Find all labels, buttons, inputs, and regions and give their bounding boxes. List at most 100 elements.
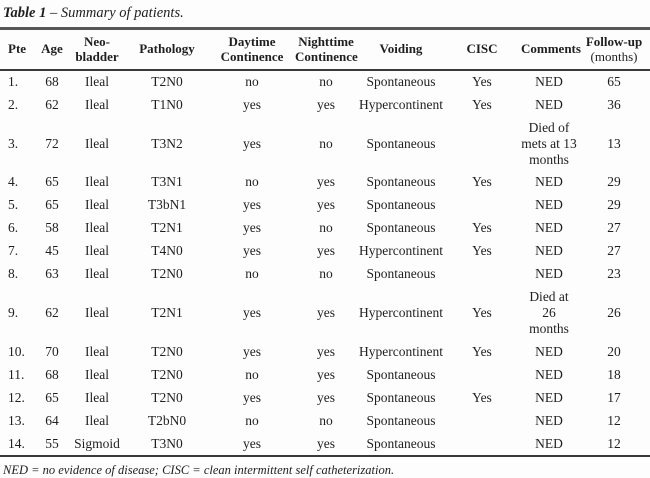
cell-nighttime: yes xyxy=(317,389,335,405)
column-header-cisc: CISC xyxy=(444,30,520,71)
table-row: 3. 72 Ileal T3N2 yes no Spontaneous Died of met… xyxy=(0,117,650,172)
cell-daytime: no xyxy=(245,412,259,428)
table-row: 11. 68 Ileal T2N0 no yes Spontaneous NED 18 xyxy=(0,364,650,387)
column-header-daytime: Daytime Continence xyxy=(210,30,294,71)
cell-voiding: Spontaneous xyxy=(366,73,436,89)
cell-cisc xyxy=(444,364,520,387)
cell-followup: 20 xyxy=(607,343,621,359)
cell-nighttime: yes xyxy=(317,343,335,359)
cell-age: 58 xyxy=(45,220,59,236)
cell-followup: 26 xyxy=(607,305,621,321)
cell-pathology: T4N0 xyxy=(151,243,183,259)
cell-pte: 2. xyxy=(8,96,19,112)
column-header-cisc-label: CISC xyxy=(466,41,498,57)
cell-daytime: yes xyxy=(243,96,261,112)
cell-pte: 11. xyxy=(8,366,25,382)
cell-neobladder: Ileal xyxy=(85,266,109,282)
cell-pathology: T2N0 xyxy=(151,266,183,282)
cell-pathology: T3N0 xyxy=(151,435,183,451)
table-row: 9. 62 Ileal T2N1 yes yes Hypercontinent Yes Died… xyxy=(0,286,650,341)
table-body: 1. 68 Ileal T2N0 no no Spontaneous Yes NED 65 2. 62… xyxy=(0,70,650,457)
cell-nighttime: no xyxy=(319,73,333,89)
cell-voiding: Spontaneous xyxy=(366,135,436,151)
column-header-voiding-label: Voiding xyxy=(379,41,423,57)
cell-nighttime: yes xyxy=(317,96,335,112)
cell-daytime: yes xyxy=(243,389,261,405)
column-header-followup: Follow-up (months) xyxy=(578,30,650,71)
cell-voiding: Spontaneous xyxy=(366,197,436,213)
cell-age: 68 xyxy=(45,366,59,382)
column-header-age-label: Age xyxy=(41,41,63,57)
column-header-voiding: Voiding xyxy=(358,30,444,71)
cell-voiding: Hypercontinent xyxy=(359,96,443,112)
cell-age: 68 xyxy=(45,73,59,89)
cell-pathology: T3bN1 xyxy=(147,197,187,213)
cell-nighttime: yes xyxy=(317,366,335,382)
cell-neobladder: Ileal xyxy=(85,197,109,213)
cell-daytime: yes xyxy=(243,243,261,259)
cell-pathology: T2N1 xyxy=(151,305,183,321)
cell-voiding: Hypercontinent xyxy=(359,305,443,321)
cell-comments: NED xyxy=(535,412,563,428)
cell-age: 65 xyxy=(45,197,59,213)
title-rule xyxy=(0,27,650,30)
column-header-daytime-label: Daytime Continence xyxy=(220,34,284,64)
cell-age: 64 xyxy=(45,412,59,428)
cell-age: 62 xyxy=(45,305,59,321)
cell-age: 45 xyxy=(45,243,59,259)
cell-comments: NED xyxy=(535,96,563,112)
cell-pathology: T2bN0 xyxy=(147,412,187,428)
cell-followup: 27 xyxy=(607,220,621,236)
cell-comments: NED xyxy=(535,220,563,236)
cell-age: 55 xyxy=(45,435,59,451)
cell-pathology: T2N0 xyxy=(151,366,183,382)
cell-pathology: T3N1 xyxy=(151,174,183,190)
cell-voiding: Spontaneous xyxy=(366,366,436,382)
cell-daytime: yes xyxy=(243,305,261,321)
cell-comments: NED xyxy=(535,73,563,89)
column-header-neobladder: Neo- bladder xyxy=(70,30,124,71)
cell-neobladder: Ileal xyxy=(85,343,109,359)
cell-comments: Died of mets at 13 months xyxy=(521,119,577,167)
cell-voiding: Spontaneous xyxy=(366,220,436,236)
cell-cisc: Yes xyxy=(472,220,492,236)
table-row: 2. 62 Ileal T1N0 yes yes Hypercontinent Yes NED 3… xyxy=(0,94,650,117)
cell-comments: NED xyxy=(535,174,563,190)
cell-daytime: yes xyxy=(243,435,261,451)
table-row: 10. 70 Ileal T2N0 yes yes Hypercontinent Yes NED… xyxy=(0,341,650,364)
cell-nighttime: yes xyxy=(317,243,335,259)
cell-nighttime: no xyxy=(319,266,333,282)
footnote: NED = no evidence of disease; CISC = cle… xyxy=(3,463,395,478)
cell-neobladder: Ileal xyxy=(85,220,109,236)
cell-voiding: Hypercontinent xyxy=(359,343,443,359)
cell-age: 63 xyxy=(45,266,59,282)
cell-pte: 7. xyxy=(8,243,19,259)
column-header-nighttime-label: Nighttime Continence xyxy=(295,34,358,64)
cell-cisc: Yes xyxy=(472,96,492,112)
cell-nighttime: no xyxy=(319,135,333,151)
cell-pathology: T2N0 xyxy=(151,389,183,405)
cell-age: 70 xyxy=(45,343,59,359)
table-row: 7. 45 Ileal T4N0 yes yes Hypercontinent Yes NED 2… xyxy=(0,240,650,263)
cell-cisc: Yes xyxy=(472,174,492,190)
cell-followup: 36 xyxy=(607,96,621,112)
table-row: 12. 65 Ileal T2N0 yes yes Spontaneous Yes NED 17 xyxy=(0,387,650,410)
cell-pte: 8. xyxy=(8,266,19,282)
cell-pte: 3. xyxy=(8,135,19,151)
cell-cisc: Yes xyxy=(472,343,492,359)
cell-pte: 12. xyxy=(8,389,25,405)
cell-voiding: Spontaneous xyxy=(366,412,436,428)
cell-cisc: Yes xyxy=(472,389,492,405)
cell-neobladder: Ileal xyxy=(85,243,109,259)
cell-pathology: T2N0 xyxy=(151,343,183,359)
patients-table: Pte Age Neo- bladder Pathology Daytime C… xyxy=(0,30,650,458)
column-header-pathology: Pathology xyxy=(124,30,210,71)
table-header: Pte Age Neo- bladder Pathology Daytime C… xyxy=(0,30,650,71)
cell-voiding: Spontaneous xyxy=(366,174,436,190)
cell-comments: NED xyxy=(535,366,563,382)
cell-followup: 12 xyxy=(607,435,621,451)
column-header-neobladder-label: Neo- bladder xyxy=(75,34,119,64)
table-row: 1. 68 Ileal T2N0 no no Spontaneous Yes NED 65 xyxy=(0,70,650,94)
table-title-label: Table 1 xyxy=(3,5,47,21)
table-row: 5. 65 Ileal T3bN1 yes yes Spontaneous NED 29 xyxy=(0,194,650,217)
